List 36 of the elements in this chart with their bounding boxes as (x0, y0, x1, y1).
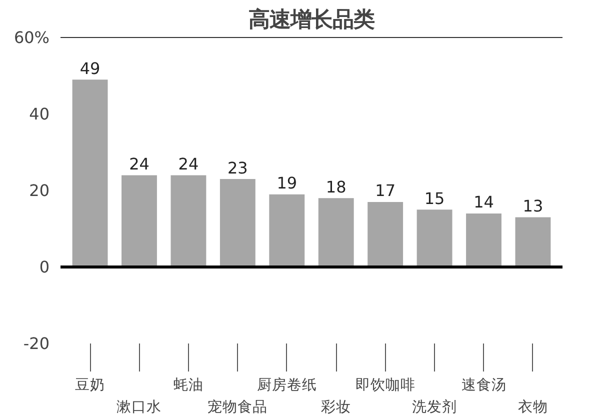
data-label: 23 (227, 158, 248, 178)
bar (72, 80, 108, 267)
bar (416, 210, 452, 267)
data-label: 24 (178, 154, 199, 174)
y-tick-label: 60% (14, 28, 50, 47)
x-tick-label: 豆奶 (75, 376, 106, 394)
bar (220, 179, 256, 267)
bar (269, 194, 305, 267)
data-label: 19 (276, 174, 298, 193)
y-tick-label: 0 (39, 258, 50, 276)
y-tick-label: 40 (29, 104, 50, 124)
x-tick-label: 衣物 (518, 398, 548, 416)
bar (318, 198, 354, 267)
chart-title: 高速增长品类 (248, 8, 374, 32)
bar (170, 175, 206, 267)
bar (466, 213, 502, 267)
x-tick-label: 蚝油 (173, 376, 204, 394)
data-label: 15 (424, 188, 445, 208)
data-label: 17 (375, 181, 396, 200)
bar (122, 175, 157, 267)
x-tick-label: 洗发剂 (412, 398, 458, 416)
x-tick-label: 速食汤 (461, 376, 506, 394)
data-label: 49 (80, 58, 100, 78)
y-tick-label: -20 (23, 334, 50, 353)
x-tick-label: 厨房卷纸 (256, 376, 317, 394)
data-label: 13 (522, 196, 544, 216)
x-tick-label: 漱口水 (116, 398, 162, 416)
y-tick-label: 20 (29, 181, 50, 200)
x-tick-label: 彩妆 (321, 398, 352, 416)
x-tick-label: 即饮咖啡 (355, 376, 416, 394)
data-label: 14 (474, 192, 494, 212)
data-label: 24 (129, 154, 150, 174)
bar (368, 202, 404, 267)
data-label: 18 (326, 177, 346, 196)
bar (515, 217, 551, 267)
x-tick-label: 宠物食品 (208, 398, 268, 416)
